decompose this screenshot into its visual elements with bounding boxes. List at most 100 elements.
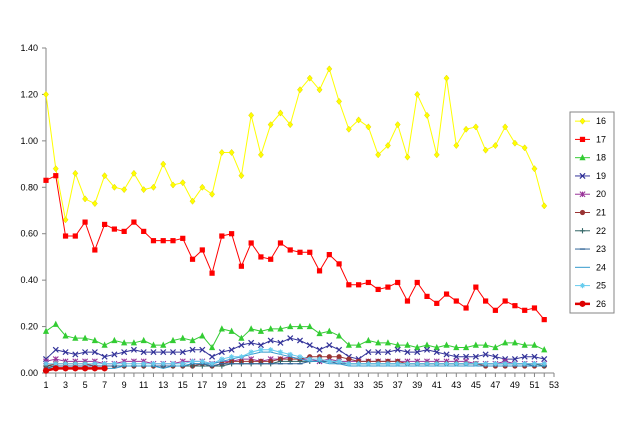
data-point-18 [521,341,528,348]
data-point-17 [502,298,508,304]
data-point-17 [238,263,244,269]
data-point-19 [199,346,206,353]
data-point-17 [443,291,450,297]
data-point-16 [277,109,284,117]
data-point-21 [346,356,352,362]
data-point-18 [472,341,479,348]
data-point-16 [82,195,89,203]
data-point-18 [101,341,108,348]
data-point-16 [150,183,157,191]
data-point-25 [141,361,147,367]
series-line-18 [45,323,545,351]
data-point-18 [482,341,489,348]
y-tick-label: 0.20 [20,322,38,332]
data-point-18 [179,334,186,341]
data-point-18 [238,334,245,341]
data-point-16 [453,142,460,149]
series-24 [46,351,545,369]
data-point-17 [121,228,127,234]
y-tick-label: 0.60 [20,229,38,239]
data-point-25 [277,349,284,355]
data-point-26 [101,365,108,372]
x-tick-label: 9 [122,380,127,390]
data-point-26 [91,365,98,372]
y-tick-label: 0.80 [20,182,38,192]
data-point-16 [502,123,509,131]
data-point-25 [326,358,332,364]
data-point-16 [287,121,294,129]
data-point-18 [277,325,284,332]
data-point-16 [414,90,421,98]
data-point-17 [531,305,538,311]
data-point-25 [287,351,293,358]
data-point-16 [433,151,440,159]
data-point-19 [189,346,196,353]
data-point-16 [511,139,518,147]
series-25 [43,347,547,367]
data-point-18 [423,341,431,348]
data-point-19 [296,337,304,344]
legend-label: 19 [596,171,606,181]
data-point-17 [434,300,440,306]
data-point-18 [91,336,98,344]
legend-item-16: 16 [575,116,606,126]
axes: 0.000.200.400.600.801.001.201.401 3 5 7 9 11 1… [20,43,559,390]
data-point-17 [53,173,59,179]
data-point-18 [111,336,118,344]
data-point-16 [91,200,98,208]
data-point-25 [238,354,244,360]
data-point-18 [511,339,519,346]
data-point-19 [160,349,167,356]
y-tick-label: 1.20 [20,89,38,99]
data-point-16 [238,172,245,180]
x-tick-label: 19 [217,380,227,390]
data-point-18 [326,327,333,334]
x-tick-label: 37 [393,380,403,390]
x-tick-label: 5 [83,380,88,390]
data-point-25 [219,356,225,362]
data-point-18 [130,339,138,346]
data-point-19 [52,346,59,353]
data-point-17 [316,268,323,274]
data-point-19 [218,349,225,356]
data-point-16 [521,144,528,152]
legend-label: 20 [596,189,606,199]
x-tick-label: 17 [197,380,207,390]
legend-item-18: 18 [575,153,606,163]
data-point-19 [404,349,411,356]
data-point-17 [473,284,479,290]
y-tick-label: 0.00 [20,368,38,378]
data-point-25 [160,361,166,367]
data-point-21 [336,354,342,360]
y-tick-label: 1.00 [20,136,38,146]
data-point-16 [209,190,216,198]
data-point-18 [306,322,313,330]
x-tick-label: 31 [334,380,344,390]
data-point-16 [384,142,391,149]
legend-label: 18 [596,153,606,163]
x-tick-label: 39 [412,380,422,390]
legend-label: 22 [596,226,606,236]
data-point-17 [141,228,147,234]
data-point-19 [365,349,372,356]
data-point-17 [453,298,459,304]
data-point-19 [238,342,245,349]
data-point-17 [541,317,547,323]
data-point-25 [346,361,352,367]
data-point-16 [170,181,176,189]
legend-item-25: 25 [575,281,606,291]
data-point-18 [335,332,343,339]
x-tick-label: 51 [529,380,539,390]
data-point-19 [336,346,343,353]
data-point-16 [394,121,401,129]
legend-swatch-marker [579,228,586,234]
data-point-17 [414,279,420,286]
data-point-25 [82,361,88,367]
data-point-25 [199,358,205,364]
data-point-17 [395,279,401,286]
data-point-19 [433,349,440,356]
data-point-18 [345,341,352,348]
data-point-19 [209,353,216,360]
data-point-17 [111,226,117,232]
data-point-25 [53,361,59,367]
